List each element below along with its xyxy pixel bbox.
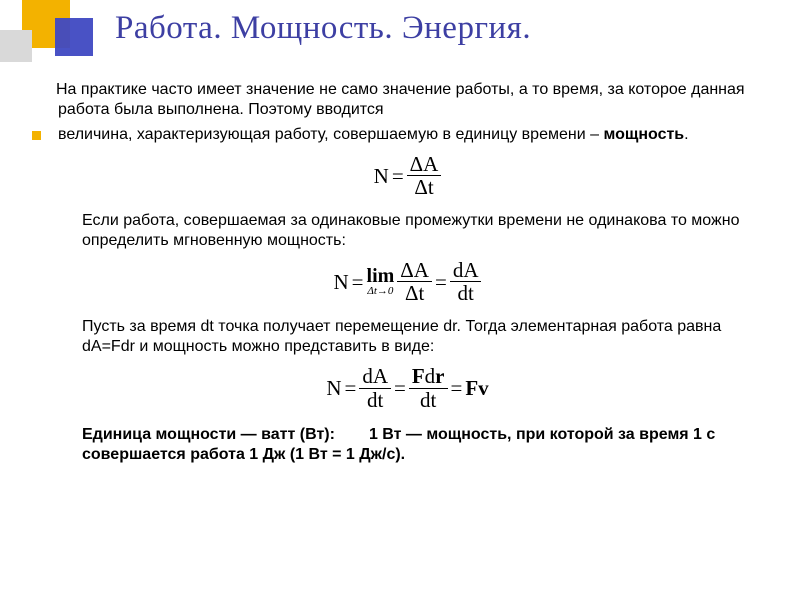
f1-fraction: ΔA Δt (407, 153, 442, 198)
f2-den2: dt (450, 282, 482, 304)
paragraph-3: Пусть за время dt точка получает перемещ… (40, 317, 775, 358)
limit-symbol: lim Δt→0 (367, 267, 395, 296)
f2-den1: Δt (397, 282, 432, 304)
p1b-prefix: величина, характеризующая работу, соверш… (58, 126, 603, 143)
f2-frac2: dA dt (450, 259, 482, 304)
lim-top: lim (367, 267, 395, 286)
equals-sign: = (451, 375, 463, 402)
f3-v: v (478, 376, 489, 400)
slide-title: Работа. Мощность. Энергия. (115, 10, 531, 47)
f2-num2: dA (450, 259, 482, 282)
equals-sign: = (394, 375, 406, 402)
f3-frac1: dA dt (359, 365, 391, 410)
paragraph-1b: величина, характеризующая работу, соверш… (40, 125, 775, 145)
f1-lhs: N (374, 163, 389, 190)
f3-F2: F (465, 376, 478, 400)
formula-power-instant: N = lim Δt→0 ΔA Δt = dA dt (40, 259, 775, 304)
deco-square-blue (55, 18, 93, 56)
corner-decoration (0, 0, 100, 70)
f3-num2: Fdr (409, 365, 448, 388)
f3-den2: dt (409, 389, 448, 411)
paragraph-2: Если работа, совершаемая за одинаковые п… (40, 211, 775, 252)
paragraph-1a: На практике часто имеет значение не само… (40, 80, 775, 121)
f2-lhs: N (334, 269, 349, 296)
formula-power-avg: N = ΔA Δt (40, 153, 775, 198)
slide-content: На практике часто имеет значение не само… (40, 80, 775, 465)
equals-sign: = (392, 163, 404, 190)
equals-sign: = (344, 375, 356, 402)
f3-lhs: N (326, 375, 341, 402)
f3-r: r (435, 364, 444, 388)
p1b-suffix: . (684, 126, 688, 143)
f3-rhs: Fv (465, 375, 488, 402)
f3-F: F (412, 364, 425, 388)
f1-den: Δt (407, 176, 442, 198)
f3-num1: dA (359, 365, 391, 388)
deco-square-gray (0, 30, 32, 62)
f3-d: d (425, 364, 436, 388)
equals-sign: = (435, 269, 447, 296)
f1-num: ΔA (407, 153, 442, 176)
footer-a: Единица мощности — ватт (Вт): (82, 426, 335, 443)
f3-den1: dt (359, 389, 391, 411)
p1b-bold: мощность (603, 126, 684, 143)
f2-frac1: ΔA Δt (397, 259, 432, 304)
footer-unit: Единица мощности — ватт (Вт):1 Вт — мощн… (40, 425, 775, 465)
lim-bot: Δt→0 (367, 286, 395, 296)
formula-power-fv: N = dA dt = Fdr dt = Fv (40, 365, 775, 410)
f3-frac2: Fdr dt (409, 365, 448, 410)
f2-num1: ΔA (397, 259, 432, 282)
equals-sign: = (352, 269, 364, 296)
